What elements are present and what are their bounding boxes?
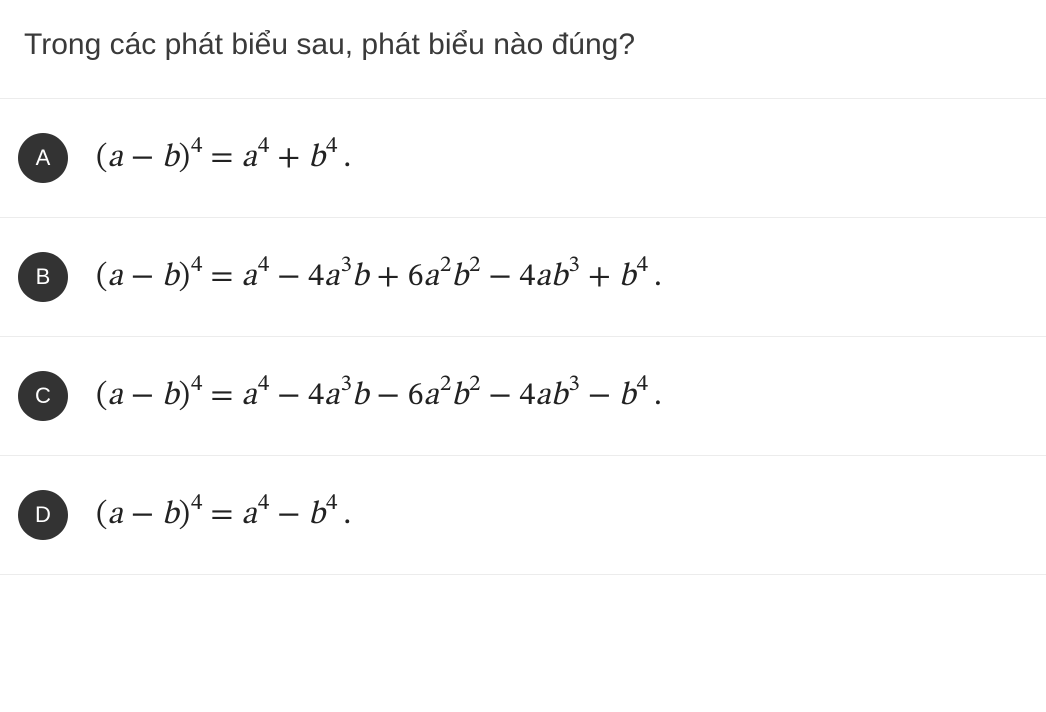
option-label: C: [35, 383, 51, 409]
option-formula-a: (a−b)4 = a4 + b4 .: [96, 138, 351, 178]
question-row: Trong các phát biểu sau, phát biểu nào đ…: [0, 0, 1046, 98]
option-formula-d: (a−b)4 = a4 − b4 .: [96, 495, 351, 535]
option-marker-b: B: [18, 252, 68, 302]
option-marker-c: C: [18, 371, 68, 421]
question-text: Trong các phát biểu sau, phát biểu nào đ…: [24, 28, 1022, 62]
option-d[interactable]: D (a−b)4 = a4 − b4 .: [0, 455, 1046, 575]
option-marker-d: D: [18, 490, 68, 540]
option-label: D: [35, 502, 51, 528]
option-b[interactable]: B (a−b)4 = a4 −4a3b +6a2b2 −4ab3 +b4 .: [0, 217, 1046, 336]
option-a[interactable]: A (a−b)4 = a4 + b4 .: [0, 98, 1046, 217]
option-formula-c: (a−b)4 = a4 −4a3b −6a2b2 −4ab3 −b4 .: [96, 376, 662, 416]
option-c[interactable]: C (a−b)4 = a4 −4a3b −6a2b2 −4ab3 −b4 .: [0, 336, 1046, 455]
quiz-container: Trong các phát biểu sau, phát biểu nào đ…: [0, 0, 1046, 712]
option-label: A: [36, 145, 51, 171]
option-marker-a: A: [18, 133, 68, 183]
option-formula-b: (a−b)4 = a4 −4a3b +6a2b2 −4ab3 +b4 .: [96, 257, 662, 297]
option-label: B: [36, 264, 51, 290]
options-list: A (a−b)4 = a4 + b4 . B (a−b)4 = a4 −4a3b…: [0, 98, 1046, 712]
